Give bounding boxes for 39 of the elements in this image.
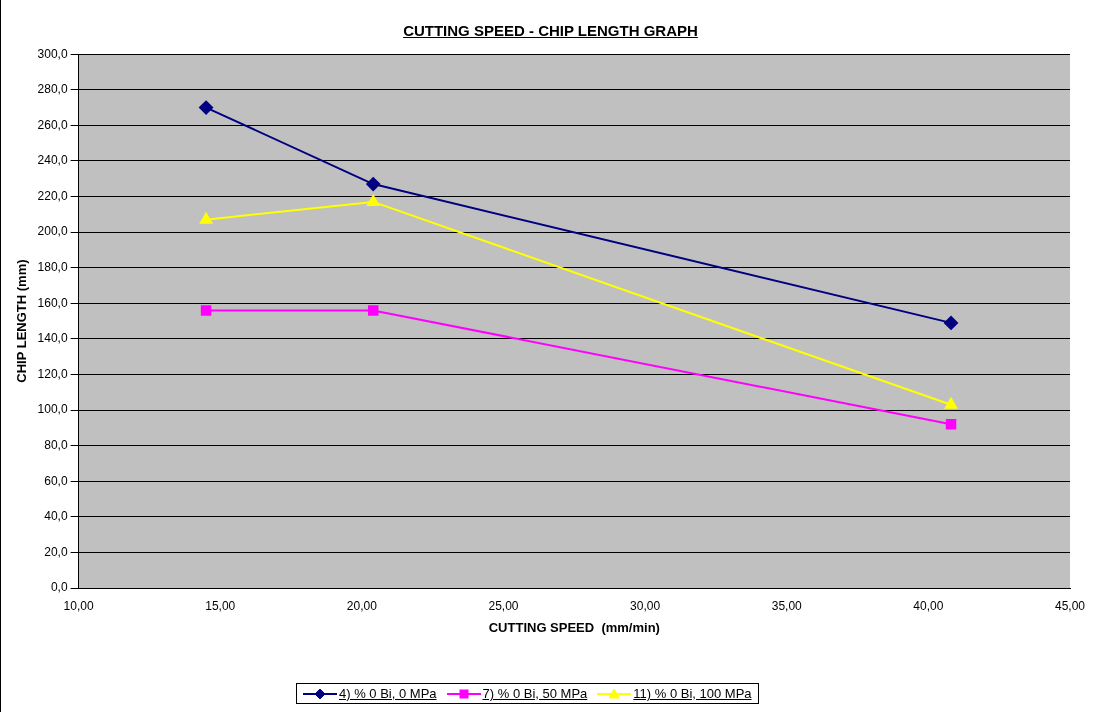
y-tick-label: 240,0 (37, 153, 68, 168)
x-axis-title: CUTTING SPEED (mm/min) (488, 619, 660, 635)
y-tick-label: 120,0 (37, 366, 68, 381)
point (944, 397, 958, 409)
legend-label: 7) % 0 Bi, 50 MPa (482, 686, 588, 701)
y-tick-label: 60,0 (44, 473, 68, 488)
y-tick-label: 80,0 (44, 437, 68, 452)
x-tick-label: 45,00 (1054, 598, 1086, 613)
y-tick-label: 200,0 (37, 224, 68, 239)
point (199, 212, 213, 224)
point (367, 305, 379, 316)
point (199, 100, 214, 115)
y-tick-label: 0,0 (50, 580, 68, 595)
point (200, 305, 212, 316)
y-tick-label: 260,0 (37, 117, 68, 132)
x-tick-label: 20,00 (346, 598, 378, 613)
y-tick-label: 140,0 (37, 331, 68, 346)
y-tick-label: 40,0 (44, 509, 68, 524)
y-tick-label: 280,0 (37, 82, 68, 97)
y-tick-label: 160,0 (37, 295, 68, 310)
x-tick-label: 35,00 (771, 598, 803, 613)
point (366, 177, 381, 192)
legend-label: 4) % 0 Bi, 0 MPa (339, 686, 437, 701)
y-tick-label: 180,0 (37, 260, 68, 275)
y-tick-label: 220,0 (37, 188, 68, 203)
point (945, 419, 957, 430)
x-tick-label: 15,00 (205, 598, 236, 613)
x-tick-label: 40,00 (913, 598, 944, 613)
legend-label: 11) % 0 Bi, 100 MPa (633, 686, 752, 701)
point (367, 194, 380, 206)
x-tick-label: 10,00 (63, 598, 94, 613)
point (944, 315, 959, 330)
chart-title: CUTTING SPEED - CHIP LENGTH GRAPH (402, 22, 699, 39)
y-tick-label: 300,0 (37, 46, 68, 61)
x-tick-label: 25,00 (488, 598, 519, 613)
y-tick-label: 20,0 (44, 544, 68, 559)
y-axis-title: CHIP LENGTH (mm) (14, 259, 30, 383)
y-tick-label: 100,0 (37, 402, 68, 417)
x-tick-label: 30,00 (630, 598, 661, 613)
